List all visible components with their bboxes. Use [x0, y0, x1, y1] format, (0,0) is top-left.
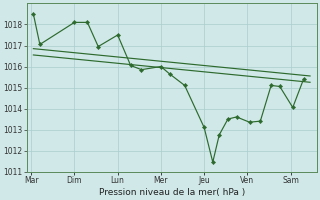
X-axis label: Pression niveau de la mer( hPa ): Pression niveau de la mer( hPa )	[99, 188, 245, 197]
